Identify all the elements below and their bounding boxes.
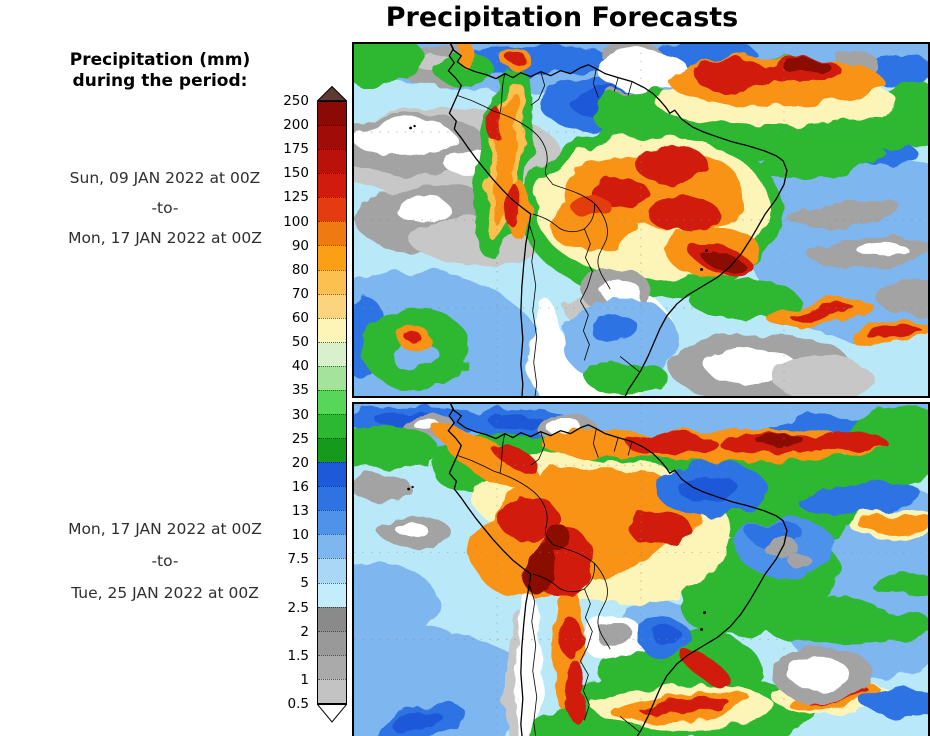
- colorbar-tick-label: 2: [300, 623, 309, 640]
- colorbar-cell: [318, 269, 346, 294]
- colorbar-cell: [318, 389, 346, 415]
- colorbar-cell: [318, 221, 346, 246]
- country-borders: [457, 68, 641, 396]
- graticule-dotted-lines: [354, 404, 928, 736]
- colorbar-tick-label: 50: [291, 334, 309, 351]
- colorbar-cell: [318, 630, 346, 655]
- colorbar-cell: [318, 678, 346, 703]
- period-start: Sun, 09 JAN 2022 at 00Z: [69, 169, 261, 187]
- colorbar-tick-label: 70: [291, 285, 309, 302]
- period-end: Tue, 25 JAN 2022 at 00Z: [71, 584, 259, 602]
- colorbar-tick-label: 175: [283, 141, 309, 158]
- colorbar-tick-label: 150: [283, 165, 309, 182]
- colorbar-tick-label: 20: [291, 454, 309, 471]
- legend-title-line2: during the period:: [72, 71, 248, 91]
- colorbar-tick-label: 200: [283, 117, 309, 134]
- colorbar-tick-label: 0.5: [287, 696, 309, 712]
- precipitation-field: [354, 44, 928, 396]
- island-and-station-marks: [409, 124, 709, 271]
- south-america-west-coastline: [447, 44, 532, 396]
- colorbar-cell: [318, 534, 346, 559]
- precipitation-field: [354, 404, 928, 736]
- colorbar-tick-label: 100: [283, 213, 309, 230]
- period-end: Mon, 17 JAN 2022 at 00Z: [68, 229, 262, 247]
- colorbar-cell: [318, 293, 346, 318]
- legend-title-line1: Precipitation (mm): [69, 50, 251, 70]
- map-top-graphic: [354, 44, 928, 396]
- colorbar-cell: [318, 486, 346, 511]
- forecast-map-bottom: [352, 402, 930, 736]
- colorbar-cell: [318, 102, 346, 126]
- colorbar-cell: [318, 606, 346, 631]
- period-separator: -to-: [151, 552, 179, 570]
- colorbar-cell: [318, 125, 346, 150]
- colorbar-tick-label: 25: [291, 430, 309, 447]
- colorbar-cell: [318, 317, 346, 342]
- colorbar-tick-label: 35: [291, 382, 309, 399]
- colorbar-cell: [318, 173, 346, 198]
- colorbar-tick-labels: 250 200 175 150 125 100 90 80 70 60 50 40 35 30 25 20 16…: [245, 93, 309, 712]
- forecast-period-top: Sun, 09 JAN 2022 at 00Z -to- Mon, 17 JAN…: [25, 163, 305, 253]
- colorbar-legend-title: Precipitation (mm) during the period:: [20, 50, 300, 92]
- figure-title: Precipitation Forecasts: [385, 2, 739, 33]
- colorbar-tick-label: 80: [291, 261, 309, 278]
- island-and-station-marks: [407, 485, 707, 631]
- forecast-period-bottom: Mon, 17 JAN 2022 at 00Z -to- Tue, 25 JAN…: [25, 513, 305, 609]
- colorbar-tick-label: 5: [300, 575, 309, 592]
- colorbar: [317, 101, 347, 704]
- colorbar-cell: [318, 197, 346, 222]
- colorbar-cell: [318, 341, 346, 366]
- colorbar-tick-label: 90: [291, 237, 309, 254]
- country-borders: [457, 428, 641, 736]
- colorbar-tick-label: 2.5: [287, 599, 309, 616]
- colorbar-cell: [318, 558, 346, 583]
- colorbar-cell: [318, 462, 346, 487]
- colorbar-cell: [318, 365, 346, 390]
- south-america-coastline: [449, 44, 788, 396]
- colorbar-tick-label: 1: [300, 671, 309, 688]
- colorbar-tick-label: 250: [283, 93, 309, 109]
- colorbar-cell: [318, 654, 346, 679]
- colorbar-tick-label: 13: [291, 503, 309, 520]
- colorbar-tick-label: 1.5: [287, 647, 309, 664]
- period-start: Mon, 17 JAN 2022 at 00Z: [68, 520, 262, 538]
- colorbar-tick-label: 125: [283, 189, 309, 206]
- colorbar-arrow-down-icon: [317, 704, 347, 723]
- graticule-dotted-lines: [354, 44, 928, 396]
- period-separator: -to-: [151, 199, 179, 217]
- map-bottom-graphic: [354, 404, 928, 736]
- colorbar-cell: [318, 582, 346, 607]
- colorbar-tick-label: 60: [291, 310, 309, 327]
- colorbar-arrow-up-icon: [317, 86, 347, 101]
- colorbar-cell: [318, 438, 346, 463]
- colorbar-tick-label: 7.5: [287, 551, 309, 568]
- south-america-coastline: [449, 404, 788, 736]
- forecast-map-top: [352, 42, 930, 398]
- colorbar-tick-label: 30: [291, 406, 309, 423]
- colorbar-cell: [318, 414, 346, 439]
- south-america-west-coastline: [447, 404, 532, 736]
- colorbar-cell: [318, 510, 346, 535]
- colorbar-tick-label: 16: [291, 478, 309, 495]
- colorbar-tick-label: 40: [291, 358, 309, 375]
- colorbar-cell: [318, 149, 346, 174]
- colorbar-cell: [318, 245, 346, 270]
- colorbar-tick-label: 10: [291, 527, 309, 544]
